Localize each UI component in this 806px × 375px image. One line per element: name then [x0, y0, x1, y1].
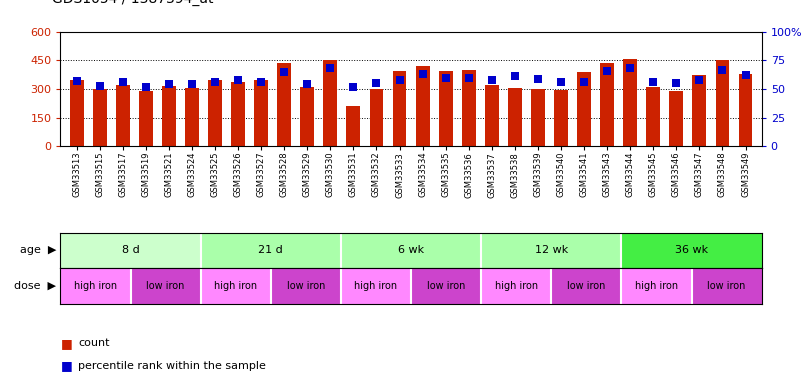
Point — [509, 74, 521, 80]
Bar — [139, 91, 152, 146]
Point — [716, 67, 729, 73]
Bar — [231, 82, 245, 146]
Text: low iron: low iron — [567, 281, 605, 291]
Bar — [411, 268, 481, 304]
Bar — [692, 268, 762, 304]
Point — [600, 68, 613, 74]
Bar — [481, 268, 551, 304]
Bar — [416, 66, 430, 146]
Bar — [341, 232, 481, 268]
Bar — [277, 63, 291, 146]
Text: low iron: low iron — [708, 281, 746, 291]
Bar — [271, 268, 341, 304]
Text: ■: ■ — [60, 359, 73, 372]
Text: 8 d: 8 d — [122, 245, 139, 255]
Bar — [577, 72, 591, 146]
Text: age  ▶: age ▶ — [20, 245, 56, 255]
Bar — [347, 106, 360, 146]
Point — [739, 72, 752, 78]
Point — [439, 75, 452, 81]
Point — [347, 84, 359, 90]
Text: 6 wk: 6 wk — [398, 245, 424, 255]
Bar — [131, 268, 201, 304]
Point — [370, 80, 383, 86]
Bar — [185, 88, 199, 146]
Bar — [93, 90, 106, 146]
Bar — [531, 88, 545, 146]
Point — [139, 84, 152, 90]
Point — [116, 79, 129, 85]
Bar — [254, 81, 268, 146]
Text: GDS1054 / 1387394_at: GDS1054 / 1387394_at — [52, 0, 214, 6]
Bar — [438, 71, 453, 146]
Text: 12 wk: 12 wk — [534, 245, 568, 255]
Bar — [60, 232, 201, 268]
Bar — [485, 85, 499, 146]
Point — [231, 77, 244, 83]
Bar — [600, 63, 614, 146]
Bar — [208, 80, 222, 146]
Bar — [670, 91, 683, 146]
Bar — [716, 60, 729, 146]
Point — [624, 66, 637, 72]
Bar — [738, 74, 753, 146]
Point — [70, 78, 83, 84]
Bar — [462, 70, 476, 146]
Text: low iron: low iron — [147, 281, 185, 291]
Text: dose  ▶: dose ▶ — [15, 281, 56, 291]
Bar — [621, 232, 762, 268]
Point — [163, 81, 176, 87]
Point — [209, 79, 222, 85]
Text: high iron: high iron — [495, 281, 538, 291]
Point — [278, 69, 291, 75]
Point — [693, 77, 706, 83]
Text: high iron: high iron — [635, 281, 678, 291]
Bar — [323, 60, 337, 146]
Point — [578, 79, 591, 85]
Point — [485, 77, 498, 83]
Point — [555, 79, 567, 85]
Point — [416, 71, 429, 77]
Bar — [393, 71, 406, 146]
Bar — [554, 90, 568, 146]
Point — [185, 81, 198, 87]
Text: percentile rank within the sample: percentile rank within the sample — [78, 361, 266, 370]
Text: 21 d: 21 d — [259, 245, 283, 255]
Bar — [369, 88, 384, 146]
Bar — [551, 268, 621, 304]
Bar — [60, 268, 131, 304]
Text: high iron: high iron — [74, 281, 117, 291]
Bar — [341, 268, 411, 304]
Point — [463, 75, 476, 81]
Bar — [621, 268, 692, 304]
Point — [646, 79, 659, 85]
Bar — [162, 86, 176, 146]
Text: high iron: high iron — [355, 281, 397, 291]
Bar — [646, 87, 660, 146]
Bar — [301, 87, 314, 146]
Point — [255, 79, 268, 85]
Point — [531, 76, 544, 82]
Point — [670, 80, 683, 86]
Bar — [508, 87, 521, 146]
Point — [324, 66, 337, 72]
Point — [93, 82, 106, 88]
Bar — [692, 75, 706, 146]
Bar — [69, 80, 84, 146]
Bar — [623, 58, 637, 146]
Text: 36 wk: 36 wk — [675, 245, 708, 255]
Text: count: count — [78, 338, 110, 348]
Point — [301, 81, 314, 87]
Text: low iron: low iron — [427, 281, 465, 291]
Text: low iron: low iron — [287, 281, 325, 291]
Bar — [201, 232, 341, 268]
Point — [393, 77, 406, 83]
Text: high iron: high iron — [214, 281, 257, 291]
Bar — [116, 85, 130, 146]
Bar — [201, 268, 271, 304]
Text: ■: ■ — [60, 337, 73, 350]
Bar — [481, 232, 621, 268]
